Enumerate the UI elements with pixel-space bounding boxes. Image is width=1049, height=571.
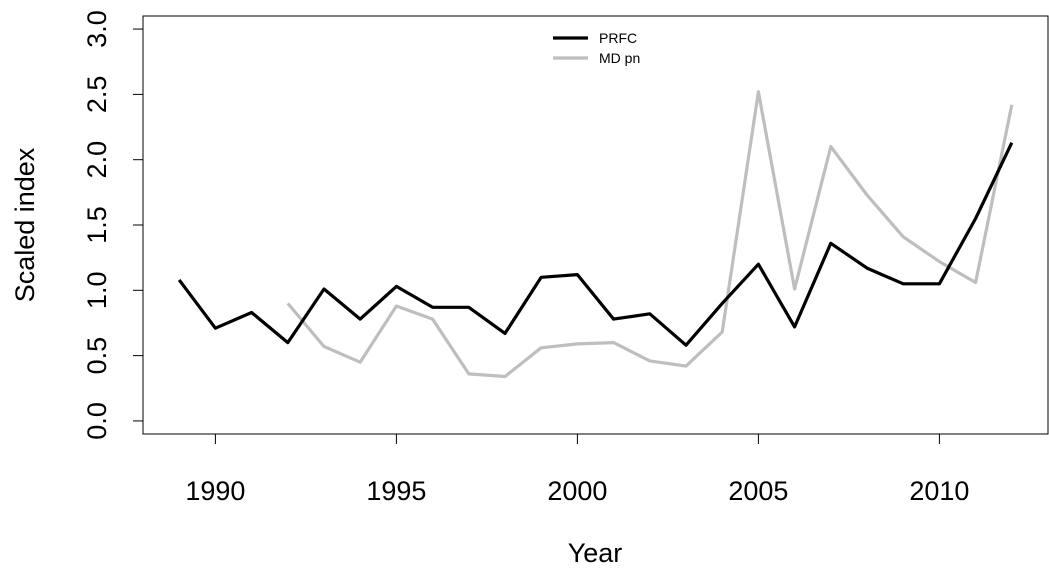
- y-tick-label: 1.0: [82, 272, 112, 310]
- y-axis: 0.0 0.5 1.0 1.5 2.0 2.5 3.0: [82, 10, 143, 440]
- legend-label: PRFC: [599, 30, 637, 46]
- series-line-md-pn: [286, 90, 1014, 379]
- y-tick-label: 3.0: [82, 10, 112, 48]
- y-tick-label: 0.5: [82, 337, 112, 375]
- x-tick-label: 1990: [185, 476, 245, 506]
- x-tick-label: 2000: [547, 476, 607, 506]
- legend-label: MD pn: [599, 50, 640, 66]
- y-tick-label: 0.0: [82, 402, 112, 440]
- x-tick-label: 2005: [728, 476, 788, 506]
- y-tick-label: 2.0: [82, 141, 112, 179]
- series-layer: [177, 90, 1014, 379]
- legend: PRFC MD pn: [553, 30, 640, 66]
- series-line-prfc: [177, 142, 1014, 347]
- y-axis-label: Scaled index: [10, 147, 40, 302]
- y-tick-label: 2.5: [82, 76, 112, 114]
- x-tick-label: 1995: [366, 476, 426, 506]
- plot-frame: [142, 15, 1049, 435]
- x-axis: 1990 1995 2000 2005 2010: [185, 434, 969, 506]
- x-tick-label: 2010: [909, 476, 969, 506]
- x-axis-label: Year: [568, 538, 623, 568]
- y-tick-label: 1.5: [82, 206, 112, 244]
